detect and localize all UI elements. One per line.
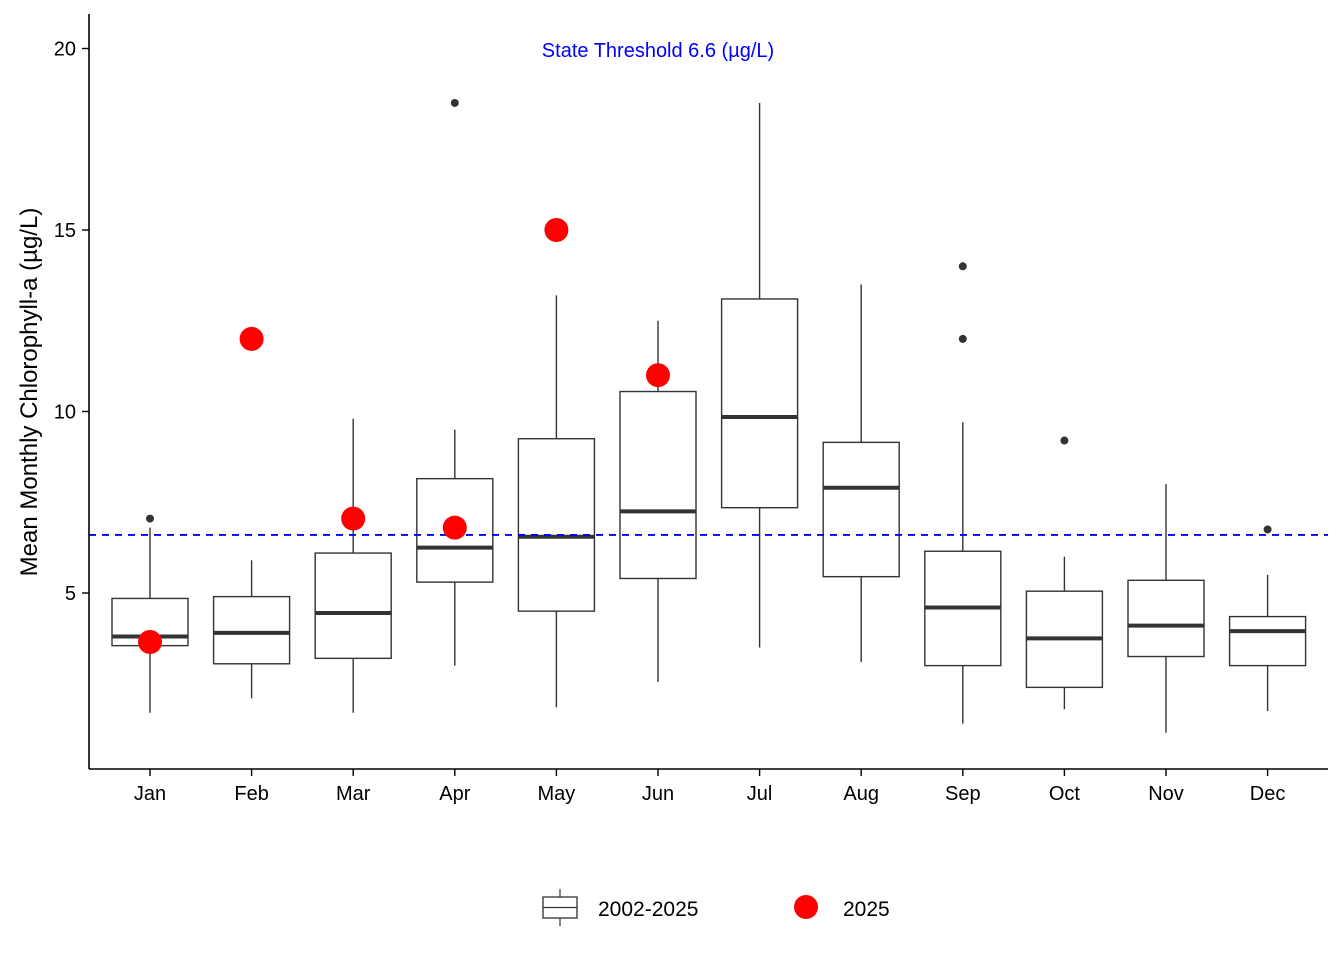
legend-label-boxplot: 2002-2025 — [598, 898, 698, 921]
y-axis-title: Mean Monthly Chlorophyll-a (µg/L) — [16, 208, 43, 577]
x-tick-label: Feb — [234, 783, 268, 805]
outlier-point — [958, 262, 967, 271]
boxplot-sep — [924, 262, 1002, 724]
x-tick-label: Apr — [439, 783, 470, 805]
x-tick-label: Dec — [1250, 783, 1286, 805]
x-tick-label: Oct — [1049, 783, 1081, 805]
x-tick-label: Jun — [642, 783, 674, 805]
boxplot-jul — [720, 102, 799, 648]
boxplot-jun — [619, 320, 697, 682]
box — [619, 390, 697, 580]
axes: Mean Monthly Chlorophyll-a (µg/L) 5 10 15 2… — [16, 14, 1328, 805]
point-2025-apr — [442, 515, 467, 540]
outlier-point — [1060, 436, 1069, 445]
x-tick-label: Jul — [747, 783, 773, 805]
plot-area — [89, 98, 1328, 733]
outlier-point — [146, 514, 154, 523]
x-tick-label: Aug — [843, 783, 879, 805]
legend-label-points: 2025 — [843, 898, 890, 921]
y-tick-label: 15 — [54, 220, 76, 242]
y-tick-label: 20 — [54, 39, 76, 61]
boxplot-may — [517, 295, 596, 708]
x-tick-label: Sep — [945, 783, 981, 805]
box — [1228, 615, 1307, 667]
box — [212, 595, 291, 665]
box — [314, 552, 392, 660]
point-2025-jan — [138, 630, 162, 655]
point-2025-mar — [341, 506, 366, 531]
legend-point-key — [794, 895, 818, 919]
box — [720, 298, 799, 509]
boxplot-jan — [111, 514, 189, 713]
boxplot-oct — [1025, 436, 1104, 710]
point-2025-jun — [646, 363, 670, 388]
x-tick-label: Mar — [336, 783, 371, 805]
legend: 2002-2025 2025 — [542, 889, 890, 926]
point-2025-feb — [239, 326, 264, 351]
outlier-point — [1263, 525, 1272, 534]
threshold-label: State Threshold 6.6 (µg/L) — [542, 40, 774, 62]
boxplot-mar — [314, 418, 392, 713]
legend-item-boxplot: 2002-2025 — [542, 889, 698, 926]
x-tick-label: Nov — [1148, 783, 1184, 805]
boxplot-feb — [212, 560, 291, 699]
boxplot-dec — [1228, 525, 1307, 711]
box — [517, 438, 596, 612]
outlier-point — [450, 98, 459, 107]
x-tick-label: Jan — [134, 783, 166, 805]
box — [1127, 579, 1205, 658]
outlier-point — [958, 334, 967, 343]
y-tick-label: 10 — [54, 402, 76, 424]
box — [822, 441, 900, 578]
boxplot-nov — [1127, 484, 1205, 733]
legend-box-key — [542, 889, 578, 926]
boxplot-aug — [822, 284, 900, 662]
legend-item-points: 2025 — [794, 895, 890, 921]
boxplot-apr — [416, 98, 494, 666]
point-2025-may — [544, 218, 569, 242]
x-tick-label: May — [538, 783, 576, 805]
y-tick-label: 5 — [65, 583, 76, 605]
